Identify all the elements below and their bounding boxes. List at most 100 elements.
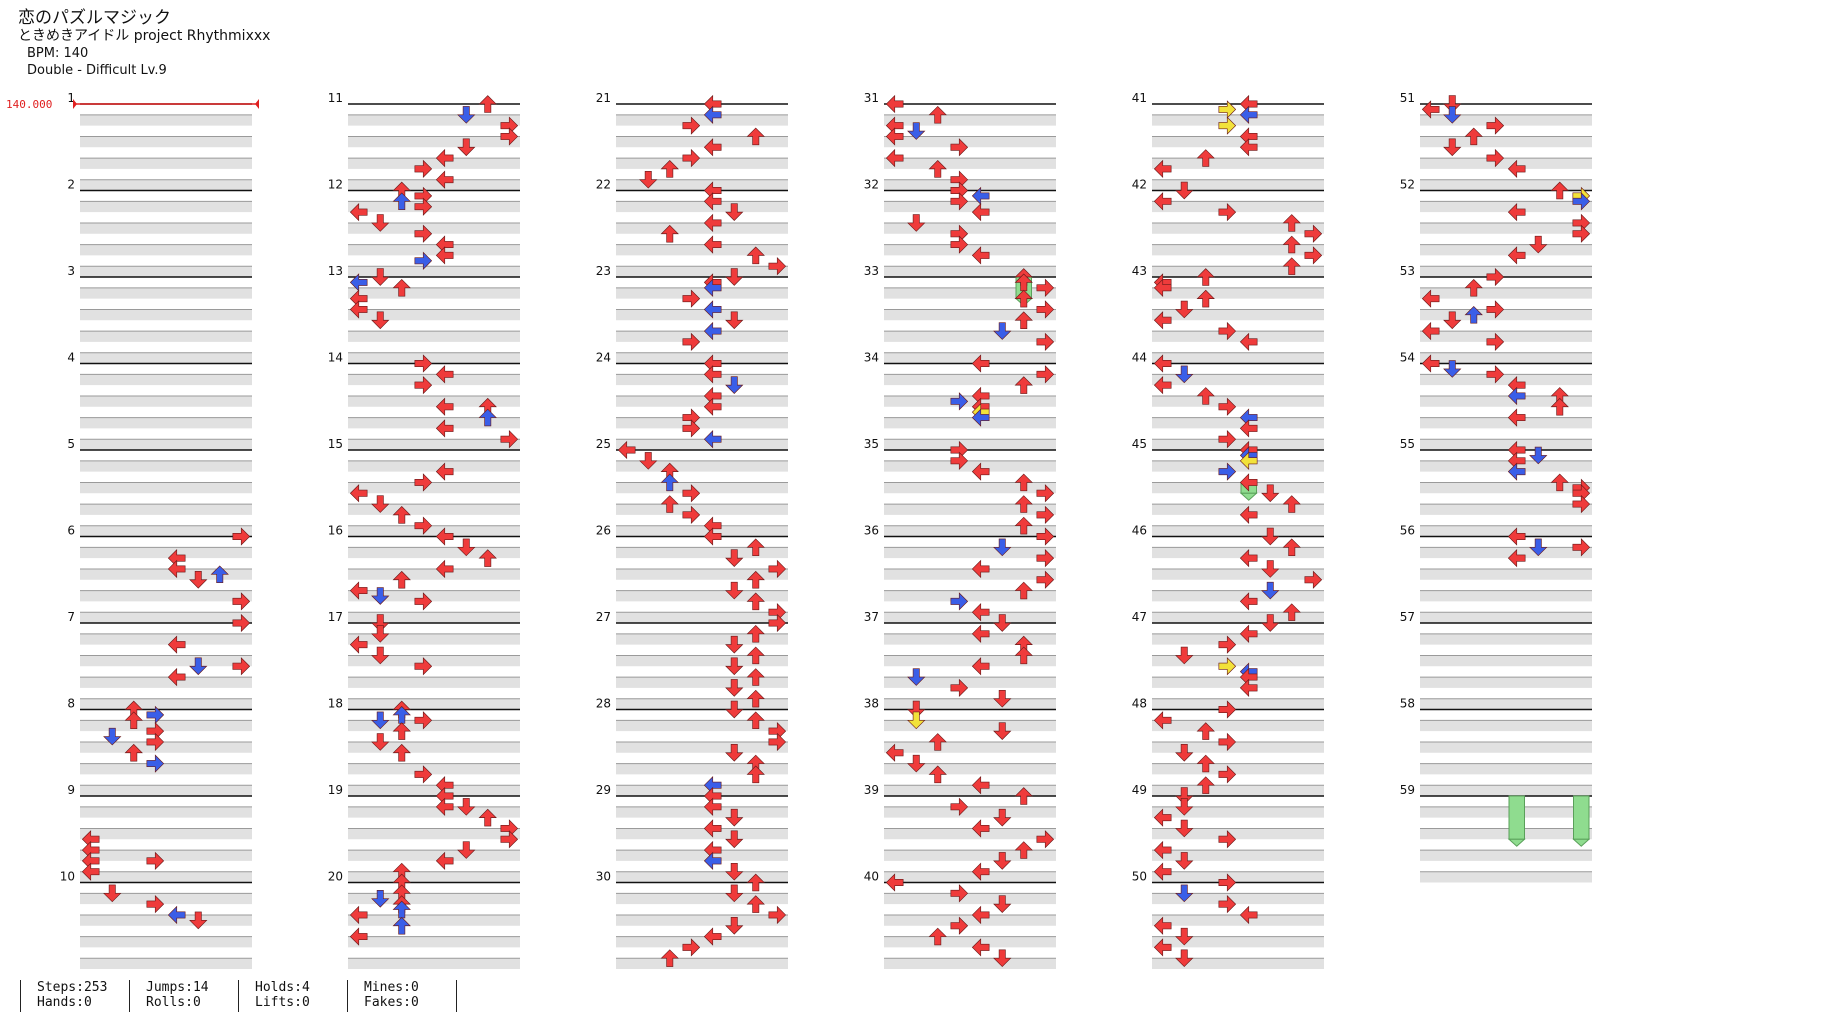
beat-band bbox=[348, 179, 520, 191]
measure-number: 57 bbox=[1400, 610, 1415, 624]
step-arrow-icon bbox=[232, 592, 251, 611]
step-arrow-icon bbox=[210, 565, 229, 584]
step-arrow-icon bbox=[1014, 516, 1033, 535]
step-arrow-icon bbox=[1036, 830, 1055, 849]
beat-band bbox=[1420, 504, 1592, 515]
hold-tail bbox=[1572, 838, 1591, 847]
step-arrow-icon bbox=[725, 679, 744, 697]
beat-band bbox=[1152, 352, 1324, 364]
beat-band bbox=[1420, 331, 1592, 342]
measure-number: 50 bbox=[1132, 870, 1147, 884]
beat-band bbox=[1152, 547, 1324, 559]
step-arrow-icon bbox=[103, 727, 122, 746]
beat-band bbox=[616, 590, 788, 602]
step-arrow-icon bbox=[993, 895, 1012, 913]
beat-band bbox=[1152, 741, 1324, 753]
beat-band bbox=[1152, 525, 1324, 537]
beat-band bbox=[348, 914, 520, 926]
step-arrow-icon bbox=[1282, 538, 1301, 557]
measure-number: 36 bbox=[864, 524, 879, 538]
measure-number: 42 bbox=[1132, 178, 1147, 192]
step-arrow-icon bbox=[392, 506, 411, 524]
beat-band bbox=[616, 287, 788, 299]
step-arrow-icon bbox=[660, 473, 679, 492]
measure-number: 54 bbox=[1400, 351, 1415, 365]
beat-band bbox=[1152, 114, 1324, 126]
step-arrow-icon bbox=[500, 830, 519, 849]
beat-band bbox=[80, 655, 252, 667]
step-arrow-icon bbox=[1196, 754, 1215, 773]
measure-number: 49 bbox=[1132, 783, 1147, 797]
beat-band bbox=[1420, 244, 1592, 256]
beat-band bbox=[616, 395, 788, 407]
beat-band bbox=[1152, 201, 1324, 213]
step-arrow-icon bbox=[660, 224, 679, 243]
beat-band bbox=[616, 309, 788, 321]
step-arrow-icon bbox=[435, 246, 454, 265]
step-arrow-icon bbox=[1261, 560, 1280, 578]
beat-band bbox=[616, 266, 788, 277]
measure-number: 23 bbox=[596, 264, 611, 278]
step-arrow-icon bbox=[1239, 419, 1258, 438]
beat-band bbox=[616, 179, 788, 191]
beat-band bbox=[80, 785, 252, 796]
step-arrow-icon bbox=[746, 538, 765, 557]
step-arrow-icon bbox=[768, 257, 787, 276]
step-arrow-icon bbox=[1196, 289, 1215, 308]
step-arrow-icon bbox=[885, 873, 904, 892]
step-chart: 1234567891011121314151617181920212223242… bbox=[6, 91, 1592, 969]
step-arrow-icon bbox=[950, 592, 969, 611]
beat-band bbox=[348, 504, 520, 515]
step-arrow-icon bbox=[950, 884, 969, 903]
step-arrow-icon bbox=[1304, 246, 1323, 265]
beat-band bbox=[348, 633, 520, 645]
beat-band bbox=[884, 136, 1056, 148]
beat-band bbox=[884, 309, 1056, 321]
beat-band bbox=[1152, 309, 1324, 321]
measure-number: 10 bbox=[60, 870, 75, 884]
step-arrow-icon bbox=[1036, 332, 1055, 352]
step-arrow-icon bbox=[703, 797, 722, 816]
beat-band bbox=[348, 331, 520, 342]
beat-band bbox=[616, 785, 788, 796]
step-arrow-icon bbox=[1036, 527, 1055, 546]
step-arrow-icon bbox=[971, 559, 990, 579]
beat-band bbox=[80, 201, 252, 213]
measure-number: 27 bbox=[596, 610, 611, 624]
beat-band bbox=[884, 547, 1056, 559]
measure-number: 16 bbox=[328, 524, 343, 538]
beat-band bbox=[616, 677, 788, 688]
beat-band bbox=[80, 893, 252, 905]
measure-number: 26 bbox=[596, 524, 611, 538]
step-arrow-icon bbox=[1036, 505, 1055, 525]
beat-band bbox=[1420, 741, 1592, 753]
step-arrow-icon bbox=[478, 808, 497, 827]
step-arrow-icon bbox=[1529, 235, 1548, 254]
step-arrow-icon bbox=[414, 516, 433, 535]
beat-band bbox=[80, 958, 252, 969]
beat-band bbox=[616, 893, 788, 905]
beat-band bbox=[80, 482, 252, 494]
measure-number: 11 bbox=[328, 91, 343, 105]
step-arrow-icon bbox=[950, 192, 969, 211]
step-arrow-icon bbox=[1175, 181, 1194, 200]
step-arrow-icon bbox=[1507, 246, 1526, 265]
step-arrow-icon bbox=[746, 246, 765, 265]
beat-band bbox=[616, 482, 788, 494]
step-arrow-icon bbox=[457, 138, 476, 157]
song-artist: ときめきアイドル project Rhythmixxx bbox=[18, 28, 271, 44]
measure-number: 33 bbox=[864, 264, 879, 278]
step-arrow-icon bbox=[928, 765, 947, 784]
step-arrow-icon bbox=[1036, 365, 1055, 384]
measure-number: 56 bbox=[1400, 524, 1415, 538]
step-arrow-icon bbox=[392, 743, 411, 762]
step-arrow-icon bbox=[414, 197, 433, 216]
beat-band bbox=[1420, 158, 1592, 169]
step-arrow-icon bbox=[1036, 570, 1055, 589]
beat-band bbox=[80, 439, 252, 450]
step-arrow-icon bbox=[1572, 192, 1591, 211]
beat-band bbox=[348, 893, 520, 905]
step-arrow-icon bbox=[682, 419, 701, 438]
beat-band bbox=[80, 547, 252, 559]
step-arrow-icon bbox=[971, 202, 990, 222]
